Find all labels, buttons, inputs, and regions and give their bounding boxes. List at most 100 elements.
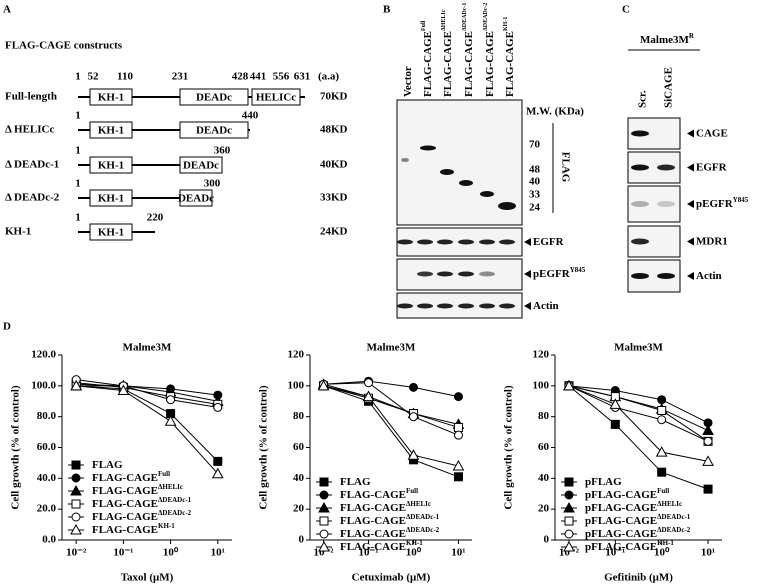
legend-name: pFLAG-CAGE [585, 528, 657, 540]
x-tick-label: 10¹ [211, 547, 225, 559]
molecular-weight: 70KD [320, 91, 348, 103]
arrow [524, 302, 531, 310]
lane-label-main: FLAG-CAGE [442, 31, 454, 97]
legend-sup: ΔHELIc [158, 483, 183, 491]
band [479, 271, 495, 277]
marker [213, 402, 223, 412]
legend-name: FLAG-CAGE [340, 528, 406, 540]
legend-label: FLAG-CAGEΔHELIc [92, 483, 183, 497]
series-line [76, 385, 219, 462]
band [458, 303, 474, 309]
legend-name: FLAG-CAGE [92, 498, 158, 510]
legend-label: FLAG-CAGEΔHELIc [340, 500, 431, 514]
series-line [76, 385, 219, 475]
marker [609, 398, 622, 409]
legend-sup: ΔDEADc-2 [657, 526, 691, 534]
lane-label: Scr. [637, 90, 649, 108]
y-axis-label: Cell growth (% of control) [258, 385, 270, 510]
band [437, 239, 453, 245]
legend-name: pFLAG [585, 476, 622, 488]
lane-label-sup: Full [421, 20, 427, 31]
end-position: 220 [147, 212, 164, 224]
marker [452, 459, 465, 471]
mw-label: 48 [529, 164, 541, 176]
legend-label: pFLAG-CAGEΔHELIc [585, 500, 682, 514]
arrow [687, 163, 694, 172]
legend-label: FLAG [340, 476, 371, 488]
blot-label: MDR1 [696, 235, 728, 247]
marker [453, 472, 463, 482]
lane-label-main: Vector [402, 66, 414, 97]
legend-name: FLAG-CAGE [340, 541, 406, 553]
blot-label: EGFR [533, 236, 565, 248]
chart-title: Malme3M [614, 342, 663, 354]
domain-label: KH-1 [98, 160, 124, 172]
legend-marker [318, 501, 330, 513]
domain-box [179, 189, 213, 207]
lane-label-main: FLAG-CAGE [463, 31, 475, 97]
y-axis-label: Cell growth (% of control) [10, 385, 22, 510]
y-tick-label: 0 [299, 534, 305, 546]
arrow [524, 270, 531, 278]
legend-name: FLAG-CAGE [340, 502, 406, 514]
legend-label: FLAG [92, 459, 123, 471]
molecular-weight: 24KD [320, 226, 348, 238]
mw-label: 40 [529, 176, 541, 188]
legend-name: pFLAG-CAGE [585, 541, 657, 553]
y-tick-label: 80 [538, 410, 550, 422]
cell-line-title: Malme3MR [640, 32, 695, 46]
y-tick-label: 100 [533, 379, 550, 391]
domain-label: DEADc [183, 160, 219, 172]
aa-position: 441 [250, 71, 267, 83]
y-tick-label: 0 [544, 534, 550, 546]
marker [453, 422, 463, 432]
x-tick-label: 10⁻² [313, 547, 334, 559]
band [458, 271, 474, 277]
panel-label: A [3, 4, 11, 16]
band [657, 164, 675, 171]
y-tick-label: 20 [538, 503, 550, 515]
y-tick-label: 80.0 [37, 410, 57, 422]
marker [563, 379, 575, 391]
legend-label: FLAG-CAGEKH-1 [92, 522, 175, 536]
lane-label: FLAG-CAGEΔDEADc-1 [462, 3, 474, 97]
blot-label-main: pEGFR [696, 198, 734, 210]
band [498, 202, 516, 210]
band [479, 303, 495, 309]
marker [703, 436, 713, 446]
blot-label-main: pEGFR [533, 268, 571, 280]
construct-name: Δ DEADc-2 [5, 192, 60, 204]
legend-sup: ΔDEADc-1 [406, 513, 440, 521]
marker [408, 382, 418, 392]
legend-label: pFLAG [585, 476, 622, 488]
marker [407, 449, 420, 460]
domain-label: KH-1 [98, 227, 124, 239]
y-tick-label: 20 [293, 503, 305, 515]
legend-sup: KH-1 [657, 539, 674, 547]
y-tick-label: 60.0 [37, 441, 57, 453]
legend-marker [564, 516, 574, 526]
aa-position: 428 [232, 71, 249, 83]
marker [213, 456, 223, 466]
cell-line-title-sup: R [689, 32, 695, 40]
start-position: 1 [75, 212, 81, 224]
series-line [323, 382, 459, 436]
band [631, 130, 649, 137]
band [440, 169, 454, 175]
legend-sup: ΔHELIc [406, 500, 431, 508]
legend-marker [563, 501, 575, 513]
band [631, 238, 649, 245]
band [437, 271, 453, 277]
legend-label: FLAG-CAGEFull [340, 487, 418, 501]
marker [657, 415, 667, 425]
domain-box [179, 88, 249, 106]
series-line [323, 380, 459, 398]
panel-label: D [3, 321, 11, 333]
chart-title: Malme3M [367, 342, 416, 354]
band [417, 239, 433, 245]
legend-marker [319, 516, 329, 526]
y-tick-label: 120 [288, 349, 305, 361]
x-tick-label: 10¹ [701, 547, 715, 559]
construct-name: KH-1 [5, 226, 31, 238]
